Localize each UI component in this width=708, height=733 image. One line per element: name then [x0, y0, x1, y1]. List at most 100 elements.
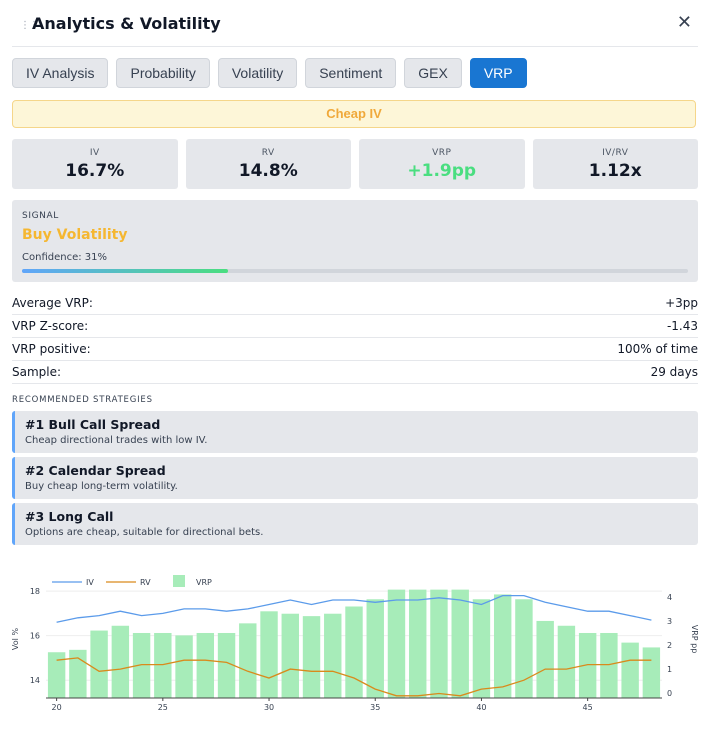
- vrp-bar: [260, 611, 278, 698]
- y-left-tick-label: 18: [30, 587, 40, 596]
- strategy-card-bull-call-spread[interactable]: #1 Bull Call Spread Cheap directional tr…: [12, 411, 698, 453]
- y-right-tick-label: 1: [667, 665, 672, 674]
- vrp-bar: [47, 652, 66, 698]
- tab-bar: IV Analysis Probability Volatility Senti…: [12, 58, 527, 88]
- y-left-tick-label: 14: [30, 676, 40, 685]
- x-tick-label: 20: [52, 703, 62, 712]
- y-right-tick-label: 3: [667, 617, 672, 626]
- vrp-bar: [154, 632, 172, 698]
- x-tick-label: 35: [370, 703, 380, 712]
- confidence-label: Confidence: 31%: [22, 252, 107, 263]
- drag-handle-icon[interactable]: ⋮⋮: [20, 20, 39, 31]
- x-tick-label: 45: [583, 703, 593, 712]
- panel-title: Analytics & Volatility: [32, 14, 221, 33]
- rv-series-line: [56, 657, 652, 697]
- vrp-bar: [366, 599, 384, 698]
- vrp-bar: [621, 642, 639, 698]
- tab-vrp[interactable]: VRP: [469, 58, 527, 88]
- stat-row-average-vrp: Average VRP: +3pp: [12, 292, 698, 315]
- vrp-bar: [578, 632, 597, 698]
- vrp-bar: [90, 630, 108, 698]
- tab-gex[interactable]: GEX: [404, 58, 462, 88]
- strategy-card-long-call[interactable]: #3 Long Call Options are cheap, suitable…: [12, 503, 698, 545]
- legend-rv-label: RV: [140, 578, 151, 587]
- strategy-description: Buy cheap long-term volatility.: [25, 481, 178, 492]
- vrp-bar: [132, 632, 151, 698]
- strategy-name: #3 Long Call: [25, 509, 114, 524]
- y-right-tick-label: 0: [667, 689, 672, 698]
- vrp-bar: [196, 632, 215, 698]
- metric-value: 16.7%: [65, 161, 125, 181]
- strategy-name: #1 Bull Call Spread: [25, 417, 161, 432]
- vrp-bar: [409, 589, 427, 698]
- vrp-bar: [430, 589, 448, 698]
- vrp-bar: [281, 613, 299, 698]
- metric-label: RV: [261, 148, 275, 158]
- vrp-bar: [557, 625, 576, 698]
- y-left-tick-label: 16: [30, 632, 40, 641]
- strategy-card-calendar-spread[interactable]: #2 Calendar Spread Buy cheap long-term v…: [12, 457, 698, 499]
- confidence-bar-fill: [22, 269, 229, 273]
- stat-row-sample: Sample: 29 days: [12, 361, 698, 384]
- vrp-bar: [217, 632, 236, 698]
- vrp-bar: [600, 632, 618, 698]
- metric-value: 1.12x: [588, 161, 642, 181]
- vrp-bar: [175, 635, 193, 698]
- signal-label: SIGNAL: [22, 211, 59, 221]
- stat-row-vrp-zscore: VRP Z-score: -1.43: [12, 315, 698, 338]
- stat-row-vrp-positive: VRP positive: 100% of time: [12, 338, 698, 361]
- vrp-bar: [302, 616, 321, 698]
- strategies-heading: RECOMMENDED STRATEGIES: [12, 395, 153, 405]
- x-tick-label: 25: [158, 703, 168, 712]
- vrp-bar: [324, 613, 342, 698]
- vrp-bar: [387, 589, 406, 698]
- y-left-axis-label: Vol %: [11, 628, 20, 651]
- strategy-description: Cheap directional trades with low IV.: [25, 435, 208, 446]
- x-tick-label: 30: [264, 703, 274, 712]
- vrp-bar: [111, 625, 130, 698]
- tab-sentiment[interactable]: Sentiment: [305, 58, 397, 88]
- signal-card: SIGNAL Buy Volatility Confidence: 31%: [12, 200, 698, 282]
- legend-vrp-swatch: [173, 575, 185, 587]
- vrp-bar: [472, 599, 491, 698]
- stat-value: +3pp: [665, 296, 698, 310]
- stat-label: VRP positive:: [12, 342, 91, 356]
- metric-label: IV: [89, 148, 100, 158]
- metric-value: 14.8%: [238, 161, 298, 181]
- vrp-bar: [451, 589, 469, 698]
- vrp-bar: [69, 649, 87, 698]
- vrp-chart: 14 16 18 0 1 2 3 4 20 25 30 35 40 45 Vol % VRP pp IV RV VR…: [11, 575, 699, 712]
- stat-value: -1.43: [666, 319, 698, 333]
- vrp-bar: [536, 620, 554, 698]
- tab-probability[interactable]: Probability: [116, 58, 210, 88]
- stat-label: VRP Z-score:: [12, 319, 89, 333]
- vrp-bar: [239, 623, 257, 698]
- stats-list: Average VRP: +3pp VRP Z-score: -1.43 VRP…: [12, 292, 698, 384]
- legend-iv-label: IV: [86, 578, 94, 587]
- stat-label: Average VRP:: [12, 296, 93, 310]
- status-banner: Cheap IV: [12, 100, 696, 128]
- close-icon[interactable]: ✕: [676, 12, 692, 33]
- stat-value: 29 days: [650, 365, 698, 379]
- strategy-description: Options are cheap, suitable for directio…: [25, 527, 264, 538]
- vrp-bar: [493, 594, 512, 698]
- y-right-tick-label: 4: [667, 593, 672, 602]
- y-right-tick-label: 2: [667, 641, 672, 650]
- vrp-bar: [642, 647, 661, 698]
- metric-value: +1.9pp: [407, 161, 477, 181]
- confidence-bar: [22, 269, 688, 273]
- metric-card-iv-rv: IV/RV 1.12x: [532, 139, 698, 189]
- legend-vrp-label: VRP: [196, 578, 212, 587]
- x-tick-label: 40: [476, 703, 486, 712]
- tab-iv-analysis[interactable]: IV Analysis: [12, 58, 109, 88]
- vrp-bar: [515, 599, 533, 698]
- vrp-bar: [345, 606, 363, 698]
- metric-card-iv: IV 16.7%: [12, 139, 178, 189]
- panel-header: ⋮⋮ Analytics & Volatility ✕: [12, 0, 698, 47]
- iv-series-line: [56, 594, 652, 623]
- metric-label: VRP: [432, 148, 452, 158]
- tab-volatility[interactable]: Volatility: [217, 58, 298, 88]
- signal-value: Buy Volatility: [22, 227, 128, 243]
- metric-cards: IV 16.7% RV 14.8% VRP +1.9pp IV/RV 1.12x: [12, 139, 698, 189]
